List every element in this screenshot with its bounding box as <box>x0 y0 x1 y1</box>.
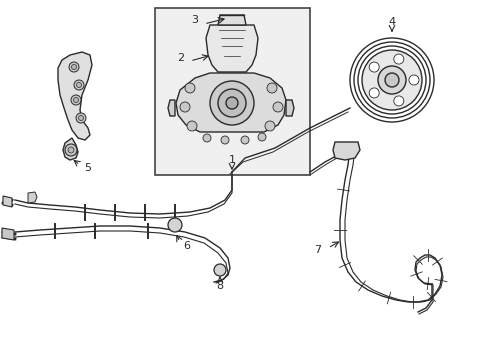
Circle shape <box>221 136 228 144</box>
Polygon shape <box>58 52 92 140</box>
Circle shape <box>69 62 79 72</box>
Polygon shape <box>2 228 14 240</box>
Circle shape <box>361 50 421 110</box>
Polygon shape <box>218 15 245 25</box>
Polygon shape <box>3 196 12 207</box>
Polygon shape <box>176 73 285 132</box>
Circle shape <box>65 144 77 156</box>
Circle shape <box>71 95 81 105</box>
Circle shape <box>68 147 74 153</box>
Circle shape <box>266 83 276 93</box>
Circle shape <box>73 98 79 103</box>
Text: 1: 1 <box>228 155 235 165</box>
Circle shape <box>184 83 195 93</box>
Circle shape <box>203 134 210 142</box>
Circle shape <box>79 116 83 121</box>
Polygon shape <box>168 100 175 116</box>
Circle shape <box>76 82 81 87</box>
Circle shape <box>186 121 197 131</box>
Text: 5: 5 <box>84 163 91 173</box>
Polygon shape <box>332 142 359 160</box>
Text: 6: 6 <box>183 241 190 251</box>
Polygon shape <box>205 25 258 72</box>
Circle shape <box>225 97 238 109</box>
Circle shape <box>272 102 283 112</box>
Circle shape <box>393 54 403 64</box>
Text: 7: 7 <box>314 245 321 255</box>
Circle shape <box>368 62 378 72</box>
Circle shape <box>384 73 398 87</box>
Circle shape <box>74 80 84 90</box>
Bar <box>155 8 309 175</box>
Circle shape <box>241 136 248 144</box>
Circle shape <box>71 64 76 69</box>
Text: 4: 4 <box>387 17 395 27</box>
Text: 8: 8 <box>216 281 223 291</box>
Circle shape <box>258 133 265 141</box>
Circle shape <box>393 96 403 106</box>
Circle shape <box>180 102 190 112</box>
Polygon shape <box>63 138 78 160</box>
Circle shape <box>408 75 418 85</box>
Circle shape <box>209 81 253 125</box>
Text: 3: 3 <box>191 15 198 25</box>
Polygon shape <box>285 100 293 116</box>
Circle shape <box>218 89 245 117</box>
Text: 2: 2 <box>177 53 184 63</box>
Circle shape <box>264 121 274 131</box>
Circle shape <box>168 218 182 232</box>
Circle shape <box>368 88 378 98</box>
Circle shape <box>377 66 405 94</box>
Circle shape <box>214 264 225 276</box>
Polygon shape <box>28 192 37 203</box>
Circle shape <box>76 113 86 123</box>
